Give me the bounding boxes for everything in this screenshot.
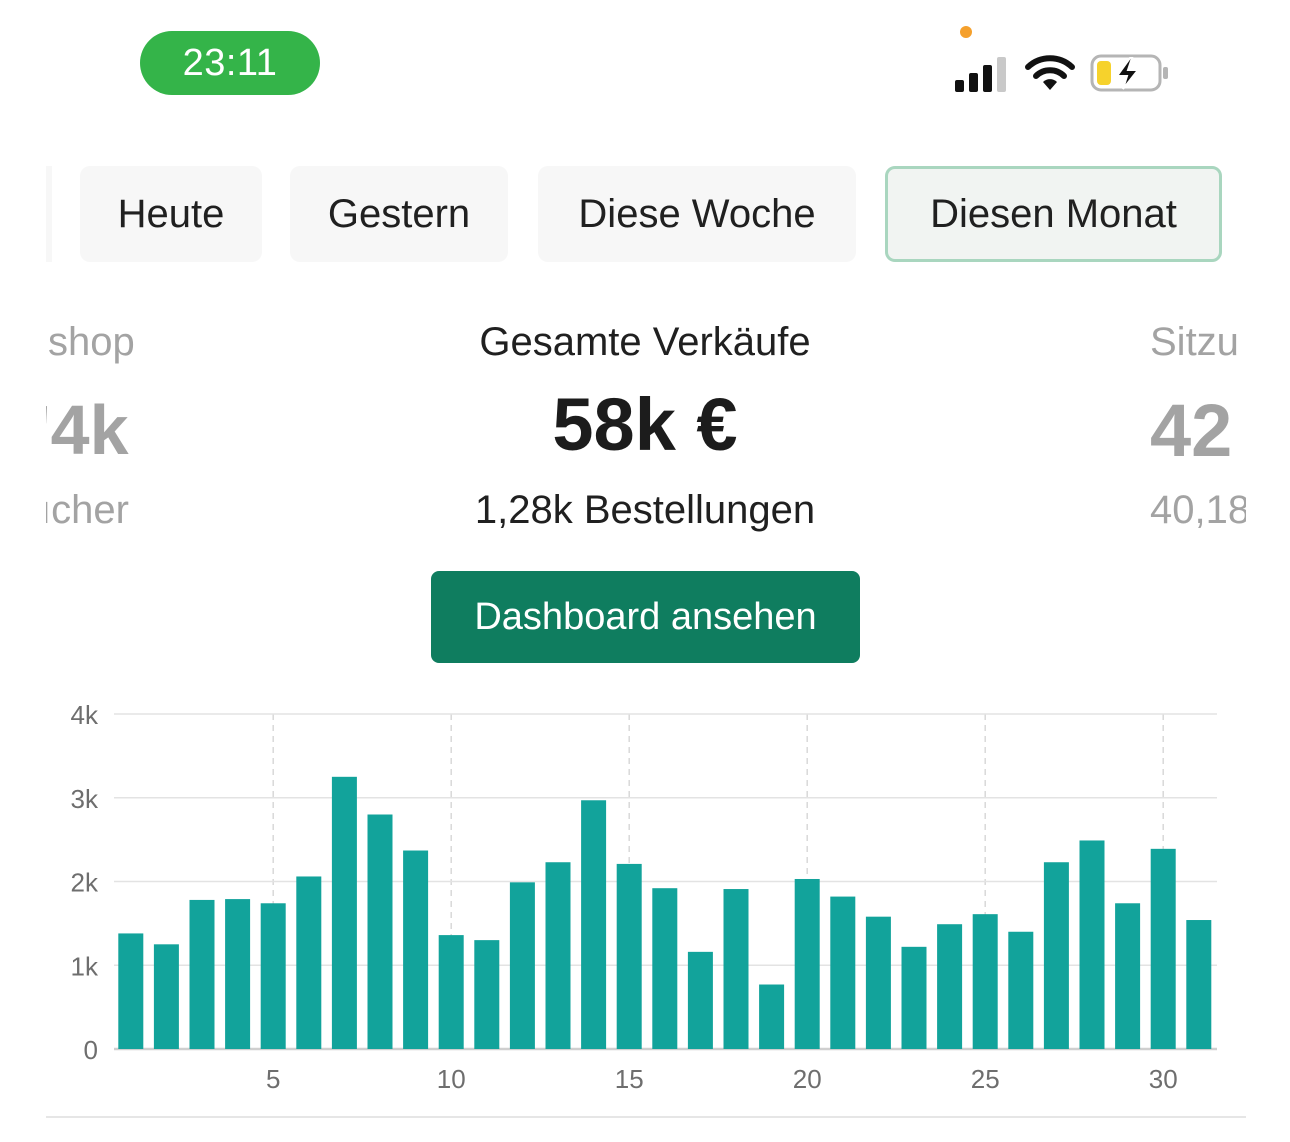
battery-charging-icon [1090,54,1168,92]
bar-day-20 [794,878,820,1049]
x-tick-label: 10 [437,1064,466,1094]
bar-day-17 [687,951,713,1049]
bar-day-19 [759,984,785,1049]
tab-offscreen-edge[interactable] [46,166,52,262]
bar-day-7 [331,776,357,1049]
metric-right-value: 42 [1150,389,1233,472]
bar-day-2 [153,944,179,1049]
bar-day-14 [581,800,607,1049]
x-tick-label: 20 [793,1064,822,1094]
bar-day-4 [225,899,251,1049]
y-tick-label: 3k [71,784,99,814]
status-time: 23:11 [140,31,320,95]
tab-diese-woche[interactable]: Diese Woche [538,166,856,262]
y-tick-label: 0 [84,1035,98,1065]
bar-day-10 [438,935,464,1049]
daily-sales-bar-chart: 0 1k 2k 3k 4k 5 10 15 20 25 30 [71,700,1217,1094]
metric-card-right-partial[interactable]: Sitzu 42 40,18 [1148,310,1246,550]
bar-day-28 [1079,840,1105,1049]
bar-day-13 [545,862,571,1049]
metric-left-value: '4k [46,391,129,469]
bar-day-29 [1115,903,1141,1049]
metric-left-label: shop [48,320,135,364]
bar-day-27 [1043,862,1069,1049]
x-tick-label: 25 [971,1064,1000,1094]
x-tick-label: 30 [1149,1064,1178,1094]
bar-day-12 [509,882,535,1049]
metric-total-sales-label: Gesamte Verkäufe [479,320,811,364]
bar-day-11 [474,940,500,1049]
y-tick-label: 1k [71,951,99,981]
bar-day-25 [972,914,998,1049]
metric-total-sales-value: 58k € [552,383,738,466]
privacy-indicator-dot [960,26,972,38]
metric-right-label: Sitzu [1150,320,1239,364]
x-tick-label: 15 [615,1064,644,1094]
y-tick-label: 4k [71,700,99,730]
bottom-divider [46,1116,1246,1118]
tab-diesen-monat[interactable]: Diesen Monat [885,166,1222,262]
bar-day-9 [403,850,429,1049]
bar-day-1 [118,933,144,1049]
metric-right-sub: 40,18 [1150,488,1246,532]
bar-day-26 [1008,931,1034,1049]
x-tick-label: 5 [266,1064,280,1094]
bar-day-21 [830,896,856,1049]
tab-gestern[interactable]: Gestern [290,166,508,262]
bar-day-5 [260,903,286,1049]
bar-day-15 [616,863,642,1049]
bar-day-31 [1186,920,1212,1049]
bar-day-24 [937,924,963,1049]
metric-orders-count: 1,28k Bestellungen [474,488,816,532]
tab-heute[interactable]: Heute [80,166,262,262]
view-dashboard-button[interactable]: Dashboard ansehen [431,571,860,663]
bar-day-18 [723,889,749,1049]
bar-day-6 [296,876,322,1049]
bar-day-22 [865,916,891,1049]
metric-card-left-partial[interactable]: shop '4k ıcher [46,310,156,550]
bar-day-3 [189,899,215,1049]
y-tick-label: 2k [71,868,99,898]
metric-left-sub: ıcher [46,488,129,532]
bar-day-30 [1150,848,1176,1049]
date-range-tabs: Heute Gestern Diese Woche Diesen Monat [46,166,1246,262]
bar-day-16 [652,888,678,1049]
bar-day-23 [901,946,927,1049]
bar-day-8 [367,814,393,1049]
wifi-icon [1025,55,1075,90]
cellular-signal-icon [955,57,1006,92]
